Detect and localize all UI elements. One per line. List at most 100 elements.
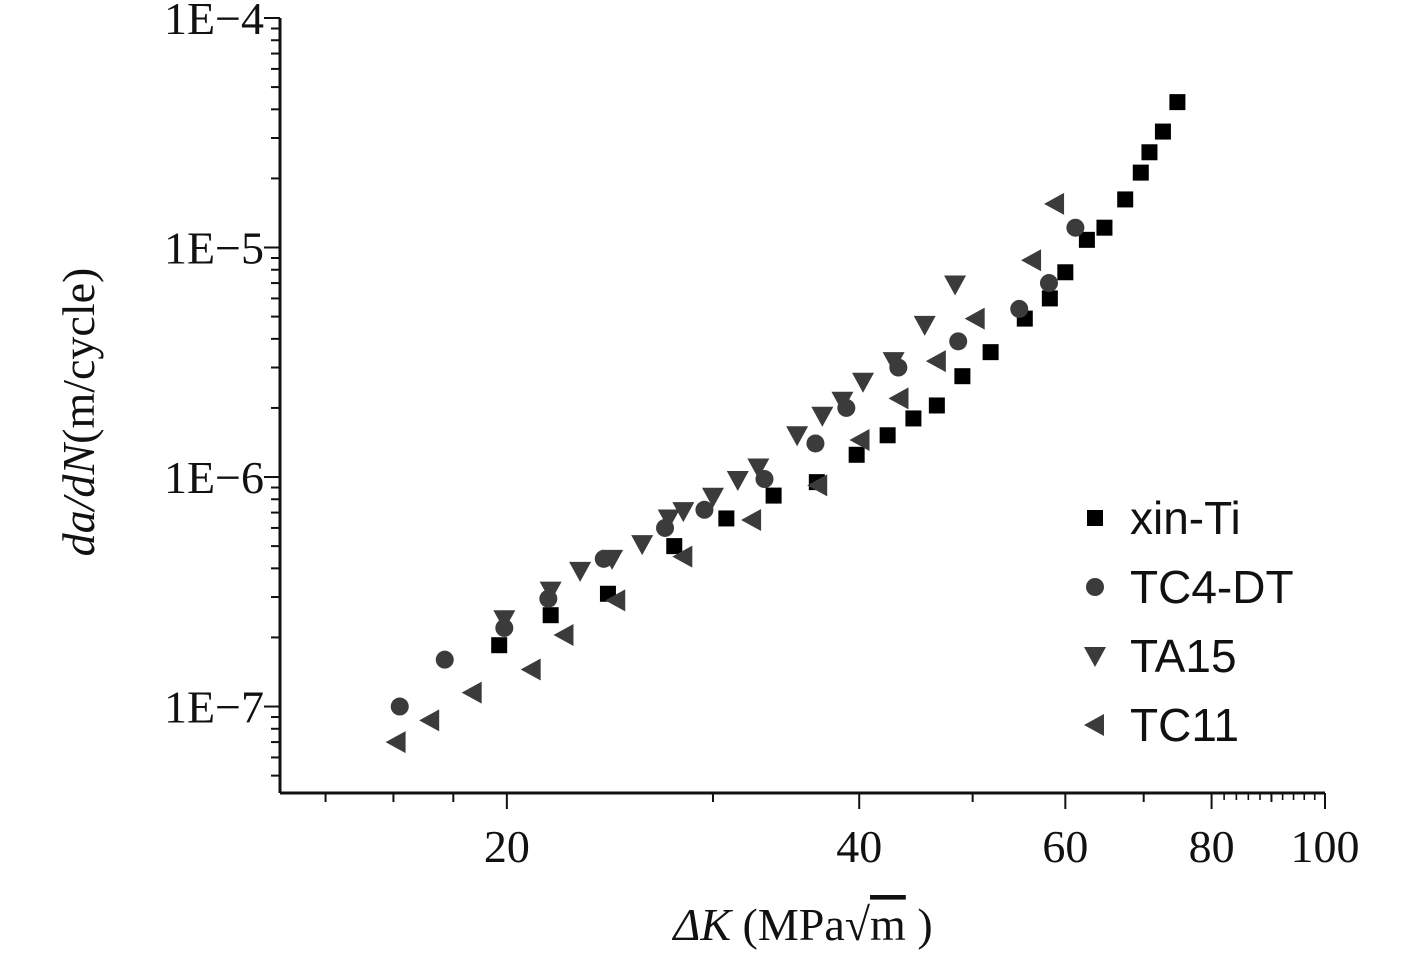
data-point (672, 502, 695, 523)
data-point (982, 344, 999, 361)
legend-item-tc4-dt: TC4-DT (1086, 561, 1294, 613)
x-axis-title-unit-m: m (870, 899, 906, 950)
y-tick-label: 1E−4 (164, 0, 264, 44)
legend-item-tc11: TC11 (1084, 699, 1239, 751)
data-point (848, 446, 865, 463)
data-point (849, 428, 870, 451)
data-point (666, 538, 683, 555)
data-point (435, 650, 454, 669)
data-point (741, 508, 762, 531)
data-point (786, 426, 809, 447)
y-axis-title: da/dN(m/cycle) (53, 268, 104, 557)
legend-marker (1084, 714, 1104, 736)
legend-item-ta15: TA15 (1084, 630, 1237, 682)
data-point (1154, 123, 1171, 140)
data-point (672, 545, 693, 568)
x-tick-label: 20 (484, 821, 530, 872)
x-tick-label: 40 (836, 821, 882, 872)
axis-tick-labels: 20 40 60 80 100 1E−7 1E−6 1E−5 1E−4 (164, 0, 1360, 872)
series-tc11 (385, 192, 1065, 754)
x-tick-label: 80 (1189, 821, 1235, 872)
data-point (601, 549, 624, 570)
data-point (807, 474, 828, 497)
data-point (882, 352, 905, 373)
y-axis-title-da: da (53, 510, 104, 556)
x-tick-label: 100 (1291, 821, 1360, 872)
data-point (605, 589, 626, 612)
y-tick-label: 1E−6 (164, 452, 264, 503)
legend-label: xin-Ti (1130, 492, 1241, 544)
data-point (1141, 144, 1158, 161)
data-point (419, 709, 440, 732)
data-point (701, 487, 724, 508)
data-point (1021, 249, 1042, 272)
data-point (385, 731, 406, 754)
series-tc4-dt (390, 218, 1085, 716)
x-tick-label: 60 (1042, 821, 1088, 872)
data-point (542, 607, 559, 624)
data-point (1117, 191, 1134, 208)
data-point (888, 387, 909, 410)
x-axis-title-sqrt: √ (845, 899, 871, 950)
data-point (1010, 299, 1029, 318)
data-point (1066, 218, 1085, 237)
data-point (1132, 164, 1149, 181)
data-point (553, 623, 574, 646)
series-xin-ti (491, 94, 1186, 654)
legend-label: TA15 (1130, 630, 1237, 682)
x-axis-title-unit-close: ) (906, 899, 933, 950)
data-point (1044, 192, 1065, 215)
data-point (913, 315, 936, 336)
data-point (695, 500, 714, 519)
data-point (954, 368, 971, 385)
data-point (539, 581, 562, 602)
data-point (765, 487, 782, 504)
data-points (385, 94, 1186, 754)
data-point (928, 397, 945, 414)
legend-label: TC4-DT (1130, 561, 1294, 613)
x-axis-title: ΔK (MPa√m ) (671, 899, 932, 950)
data-point (1057, 264, 1074, 281)
data-point (493, 610, 516, 631)
data-point (811, 406, 834, 427)
data-point (569, 561, 592, 582)
data-point (631, 535, 654, 556)
data-point (852, 372, 875, 393)
data-point (806, 434, 825, 453)
legend-item-xin-ti: xin-Ti (1087, 492, 1241, 544)
data-point (461, 681, 482, 704)
data-point (657, 509, 680, 530)
data-point (747, 458, 770, 479)
y-axis-title-dn: dN (53, 442, 104, 498)
data-point (831, 391, 854, 412)
data-point (726, 471, 749, 492)
data-point (905, 410, 922, 427)
legend-marker (1086, 578, 1104, 596)
data-point (944, 275, 967, 296)
legend-marker (1087, 510, 1103, 526)
data-point (949, 332, 968, 351)
series-ta15 (493, 275, 967, 631)
y-axis-title-unit: (m/cycle) (53, 268, 104, 444)
legend-label: TC11 (1130, 699, 1239, 751)
y-tick-label: 1E−5 (164, 223, 264, 274)
data-point (1096, 219, 1113, 236)
data-point (1169, 94, 1186, 111)
legend-marker (1084, 647, 1106, 667)
data-point (520, 658, 541, 681)
legend: xin-Ti TC4-DT TA15 TC11 (1084, 492, 1294, 751)
data-point (1039, 274, 1058, 293)
x-axis-title-delta-k: ΔK (671, 899, 733, 950)
data-point (491, 637, 508, 654)
y-tick-label: 1E−7 (164, 682, 264, 733)
y-axis-title-slash: / (53, 493, 104, 513)
data-point (390, 697, 409, 716)
data-point (964, 307, 985, 330)
data-point (1041, 290, 1058, 307)
data-point (925, 350, 946, 373)
x-axis-title-unit-open: (MPa (731, 899, 845, 950)
data-point (718, 510, 735, 527)
axis-ticks (264, 17, 1326, 809)
data-point (879, 427, 896, 444)
